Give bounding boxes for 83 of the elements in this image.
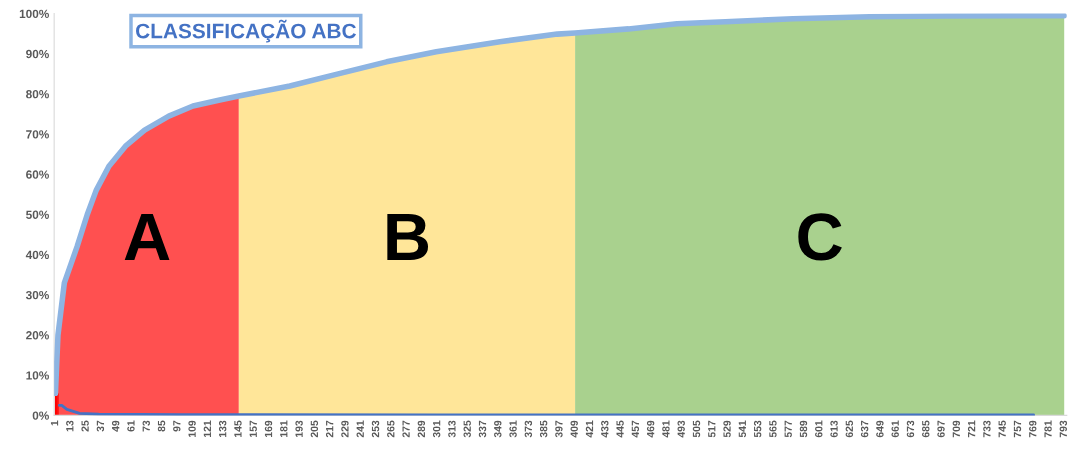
x-tick-label: 337 — [478, 420, 487, 438]
x-tick-label: 589 — [799, 420, 808, 438]
x-tick-label: 397 — [555, 420, 563, 438]
x-tick-label: 265 — [387, 420, 395, 438]
x-tick-label: 613 — [830, 420, 838, 438]
x-tick-label: 793 — [1059, 420, 1068, 438]
x-tick-label: 625 — [845, 420, 854, 438]
x-tick-label: 577 — [784, 420, 792, 438]
x-tick-label: 37 — [96, 420, 105, 432]
x-tick-label: 709 — [952, 420, 961, 438]
y-tick-label: 50% — [26, 210, 49, 219]
x-tick-label: 565 — [769, 420, 777, 438]
y-tick-label: 30% — [25, 290, 49, 300]
y-tick-label: 10% — [26, 371, 49, 380]
x-tick-label: 421 — [585, 420, 594, 438]
x-tick-label: 229 — [341, 420, 349, 438]
x-tick-label: 205 — [310, 420, 319, 438]
x-tick-label: 1 — [50, 420, 59, 426]
x-tick-label: 481 — [662, 420, 670, 438]
x-tick-label: 781 — [1044, 420, 1052, 438]
x-tick-label: 121 — [203, 420, 211, 437]
x-tick-label: 217 — [325, 420, 334, 438]
x-tick-label: 169 — [264, 420, 273, 437]
x-tick-label: 85 — [157, 420, 166, 432]
x-tick-label: 61 — [127, 420, 135, 432]
x-tick-label: 97 — [173, 420, 181, 432]
x-tick-label: 541 — [738, 420, 747, 438]
y-tick-label: 20% — [26, 331, 49, 340]
y-tick-label: 0% — [32, 411, 49, 420]
x-tick-label: 457 — [631, 420, 640, 438]
x-tick-label: 409 — [570, 420, 578, 438]
x-tick-label: 385 — [539, 420, 548, 438]
y-tick-label: 90% — [26, 49, 49, 59]
x-tick-label: 13 — [66, 420, 74, 432]
x-tick-label: 553 — [753, 420, 762, 438]
x-tick-label: 145 — [234, 420, 242, 437]
chart-title: CLASSIFICAÇÃO ABC — [136, 19, 357, 43]
x-tick-label: 769 — [1029, 420, 1037, 438]
x-tick-label: 601 — [815, 420, 823, 438]
x-tick-label: 49 — [111, 420, 120, 432]
y-tick-label: 60% — [26, 170, 49, 179]
x-tick-label: 349 — [494, 420, 502, 438]
series-label: A — [124, 214, 170, 260]
x-tick-label: 649 — [876, 420, 884, 438]
x-tick-label: 193 — [295, 420, 303, 437]
x-tick-label: 373 — [524, 420, 533, 438]
x-tick-label: 517 — [708, 420, 716, 438]
y-tick-label: 80% — [26, 90, 49, 99]
x-tick-label: 733 — [983, 420, 991, 438]
x-tick-label: 469 — [646, 420, 655, 438]
y-tick-label: 100% — [19, 9, 49, 19]
series-label: C — [798, 213, 842, 261]
x-tick-label: 697 — [937, 420, 945, 438]
x-tick-label: 757 — [1013, 420, 1022, 438]
x-tick-label: 157 — [249, 420, 257, 437]
x-tick-label: 241 — [356, 420, 364, 438]
x-tick-label: 313 — [448, 420, 456, 438]
x-tick-label: 529 — [723, 420, 731, 438]
x-tick-label: 445 — [616, 420, 624, 438]
x-tick-label: 745 — [998, 420, 1006, 438]
x-tick-label: 505 — [692, 420, 701, 438]
x-tick-label: 433 — [601, 420, 609, 438]
x-tick-label: 253 — [371, 420, 380, 438]
x-tick-label: 721 — [967, 420, 976, 438]
x-tick-label: 109 — [188, 420, 196, 437]
x-tick-label: 73 — [142, 420, 150, 432]
x-tick-label: 493 — [677, 420, 685, 438]
x-tick-label: 181 — [280, 420, 288, 437]
x-tick-label: 133 — [218, 420, 227, 437]
x-tick-label: 685 — [922, 420, 930, 438]
y-tick-label: 40% — [25, 250, 49, 260]
line-series — [57, 403, 1036, 416]
x-tick-label: 277 — [402, 420, 410, 438]
x-tick-label: 301 — [432, 420, 441, 438]
y-tick-label: 70% — [26, 130, 49, 139]
x-tick-label: 661 — [891, 420, 899, 438]
x-tick-label: 673 — [906, 420, 915, 438]
x-tick-label: 25 — [81, 420, 89, 432]
x-tick-label: 361 — [509, 420, 517, 438]
x-tick-label: 289 — [417, 420, 426, 438]
series-label: B — [387, 214, 429, 260]
x-tick-label: 637 — [860, 420, 869, 438]
x-tick-label: 325 — [463, 420, 471, 438]
